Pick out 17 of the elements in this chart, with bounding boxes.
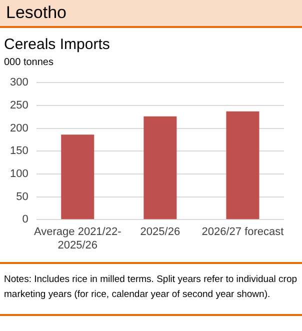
y-axis-title: 000 tonnes <box>3 57 54 68</box>
bar <box>144 116 177 220</box>
x-tick-label: Average 2021/22-2025/26 <box>34 226 122 252</box>
y-tick-label: 200 <box>10 122 28 134</box>
chart-title: Lesotho <box>0 0 302 28</box>
y-tick-label: 100 <box>10 168 28 180</box>
x-tick-label: 2026/27 forecast <box>202 226 284 238</box>
y-tick-label: 300 <box>10 76 28 89</box>
y-tick-label: 50 <box>16 190 28 203</box>
y-tick-label: 150 <box>10 145 28 158</box>
y-tick-label: 250 <box>10 99 28 112</box>
bar <box>61 134 94 220</box>
x-tick-label: 2025/26 <box>140 226 180 238</box>
text: Notes: Includes rice in milled terms. Split years refer to individual crop marketing years (for rice, calendar year of second year shown). <box>4 273 298 302</box>
y-tick-label: 0 <box>22 214 28 226</box>
bar <box>226 111 260 220</box>
chart-subtitle: Cereals Imports <box>3 36 111 53</box>
